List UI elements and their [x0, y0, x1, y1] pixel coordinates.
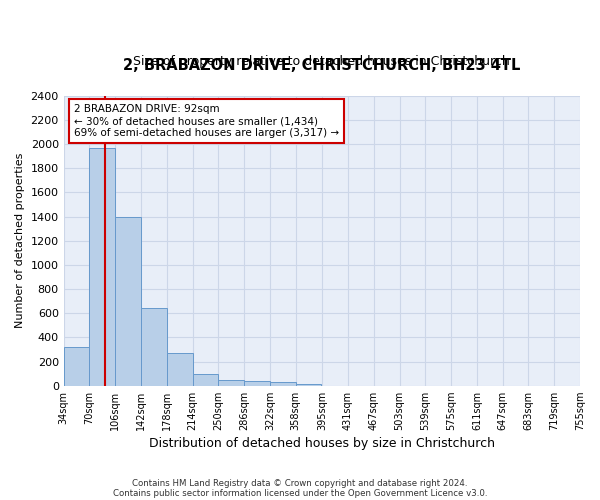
Bar [141, 308, 167, 386]
Bar [115, 216, 141, 386]
Bar [167, 353, 193, 386]
Bar [193, 374, 218, 386]
Text: Contains public sector information licensed under the Open Government Licence v3: Contains public sector information licen… [113, 488, 487, 498]
Text: 2, BRABAZON DRIVE, CHRISTCHURCH, BH23 4TL: 2, BRABAZON DRIVE, CHRISTCHURCH, BH23 4T… [123, 58, 521, 72]
Bar [64, 347, 89, 386]
Text: Contains HM Land Registry data © Crown copyright and database right 2024.: Contains HM Land Registry data © Crown c… [132, 478, 468, 488]
Bar [218, 380, 244, 386]
X-axis label: Distribution of detached houses by size in Christchurch: Distribution of detached houses by size … [149, 437, 495, 450]
Title: Size of property relative to detached houses in Christchurch: Size of property relative to detached ho… [133, 55, 510, 68]
Y-axis label: Number of detached properties: Number of detached properties [15, 153, 25, 328]
Bar [244, 381, 270, 386]
Text: 2 BRABAZON DRIVE: 92sqm
← 30% of detached houses are smaller (1,434)
69% of semi: 2 BRABAZON DRIVE: 92sqm ← 30% of detache… [74, 104, 339, 138]
Bar [296, 384, 322, 386]
Bar [89, 148, 115, 386]
Bar [270, 382, 296, 386]
